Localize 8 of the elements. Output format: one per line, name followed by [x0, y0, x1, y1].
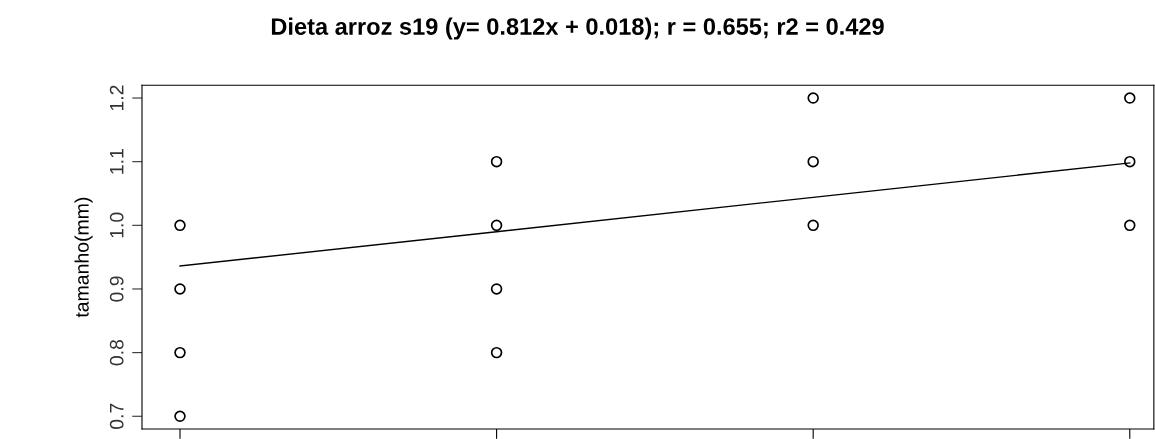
y-tick-label: 1.2 [109, 85, 124, 111]
y-tick-label: 0.9 [109, 276, 124, 302]
y-axis-title: tamanho(mm) [74, 197, 93, 318]
y-tick-label: 1.1 [110, 149, 124, 174]
y-tick-label: 1.0 [109, 212, 124, 238]
y-tick-label: 0.7 [109, 403, 124, 430]
y-tick-label: 0.8 [109, 339, 124, 366]
chart-title: Dieta arroz s19 (y= 0.812x + 0.018); r = 0.655; r2 = 0.429 [271, 17, 884, 40]
